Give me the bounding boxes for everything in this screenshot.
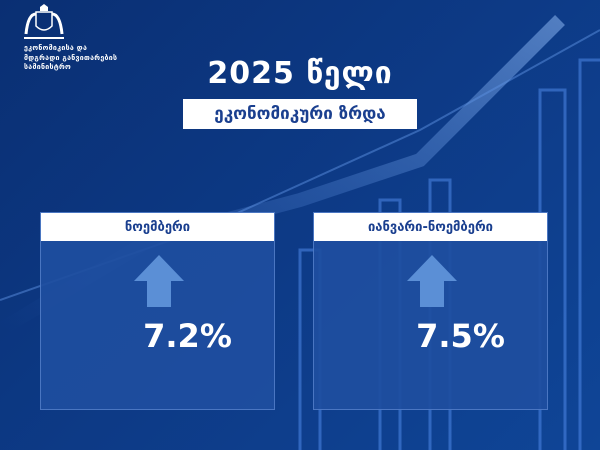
- page-subtitle: ეკონომიკური ზრდა: [183, 99, 417, 129]
- ministry-line: სამინისტრო: [24, 63, 72, 71]
- stat-card-november: ნოემბერი 7.2%: [40, 212, 275, 410]
- arrow-up-icon: [407, 255, 457, 307]
- page-title: 2025 წელი: [207, 56, 393, 91]
- coat-of-arms-logo: [24, 4, 64, 39]
- stat-card-january-november: იანვარი-ნოემბერი 7.5%: [313, 212, 548, 410]
- card-label: ნოემბერი: [41, 213, 274, 241]
- ministry-line: მდგრადი განვითარების: [24, 53, 118, 62]
- card-label: იანვარი-ნოემბერი: [314, 213, 547, 241]
- ministry-line: ეკონომიკისა და: [24, 44, 88, 52]
- card-value: 7.2%: [143, 317, 232, 355]
- card-value: 7.5%: [416, 317, 505, 355]
- ministry-name: ეკონომიკისა და მდგრადი განვითარების სამი…: [24, 44, 174, 73]
- arrow-up-icon: [134, 255, 184, 307]
